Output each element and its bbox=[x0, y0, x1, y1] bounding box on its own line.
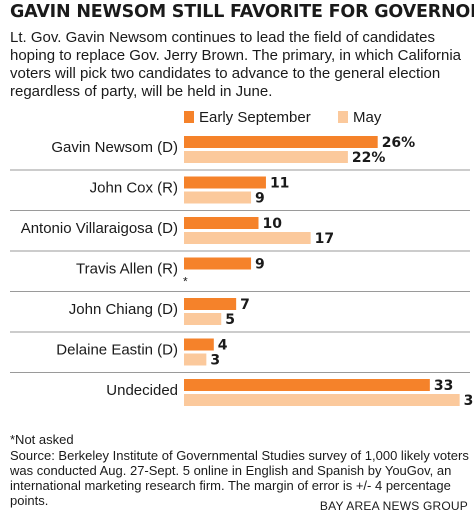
bar-chart: Early September May Gavin Newsom (D) 26%22… bbox=[10, 109, 474, 409]
legend-label: Early September bbox=[199, 109, 311, 126]
legend-label: May bbox=[353, 109, 382, 126]
category-label: John Cox (R) bbox=[90, 180, 178, 197]
data-label: 22% bbox=[352, 150, 386, 166]
intro-text: Lt. Gov. Gavin Newsom continues to lead … bbox=[10, 29, 462, 100]
legend-swatch-early-september bbox=[184, 111, 194, 123]
bar-early-september bbox=[184, 257, 252, 270]
data-label: 7 bbox=[240, 297, 250, 313]
category-label: Undecided bbox=[106, 382, 178, 399]
source-note: Source: Berkeley Institute of Government… bbox=[10, 448, 469, 508]
bar-early-september bbox=[184, 338, 214, 351]
data-label: 4 bbox=[218, 338, 228, 354]
bar-early-september bbox=[184, 136, 378, 148]
bar-early-september bbox=[184, 176, 266, 189]
footnote: *Not asked bbox=[10, 432, 74, 447]
headline: GAVIN NEWSOM STILL FAVORITE FOR GOVERNOR bbox=[10, 2, 474, 22]
category-label: Gavin Newsom (D) bbox=[51, 139, 178, 156]
data-label: 3 bbox=[210, 353, 220, 369]
bar-early-september bbox=[184, 298, 237, 310]
data-label: 10 bbox=[263, 216, 283, 232]
not-asked-marker: * bbox=[183, 275, 188, 289]
category-label: Travis Allen (R) bbox=[76, 261, 178, 278]
bar-may bbox=[184, 232, 311, 244]
category-label: Antonio Villaraigosa (D) bbox=[21, 220, 178, 237]
data-label: 37 bbox=[464, 393, 474, 409]
data-label: 9 bbox=[255, 191, 265, 207]
data-label: 5 bbox=[225, 312, 235, 328]
category-label: John Chiang (D) bbox=[69, 301, 178, 318]
bars: Gavin Newsom (D) 26%22% John Cox (R) 11 9 Ant… bbox=[21, 135, 474, 409]
bar-may bbox=[184, 191, 252, 204]
category-label: Delaine Eastin (D) bbox=[56, 342, 178, 359]
bar-may bbox=[184, 394, 460, 406]
bar-may bbox=[184, 151, 348, 163]
row-dividers bbox=[10, 169, 470, 373]
data-label: 26% bbox=[382, 135, 416, 151]
data-label: 33 bbox=[434, 378, 453, 394]
data-label: 9 bbox=[255, 257, 265, 273]
bar-early-september bbox=[184, 379, 430, 391]
data-label: 17 bbox=[315, 231, 334, 247]
bar-early-september bbox=[184, 217, 259, 229]
data-label: 11 bbox=[270, 176, 289, 192]
credit: BAY AREA NEWS GROUP bbox=[319, 499, 468, 513]
bar-may bbox=[184, 313, 222, 325]
legend-swatch-may bbox=[338, 111, 348, 123]
legend: Early September May bbox=[184, 109, 382, 126]
bar-may bbox=[184, 353, 207, 366]
